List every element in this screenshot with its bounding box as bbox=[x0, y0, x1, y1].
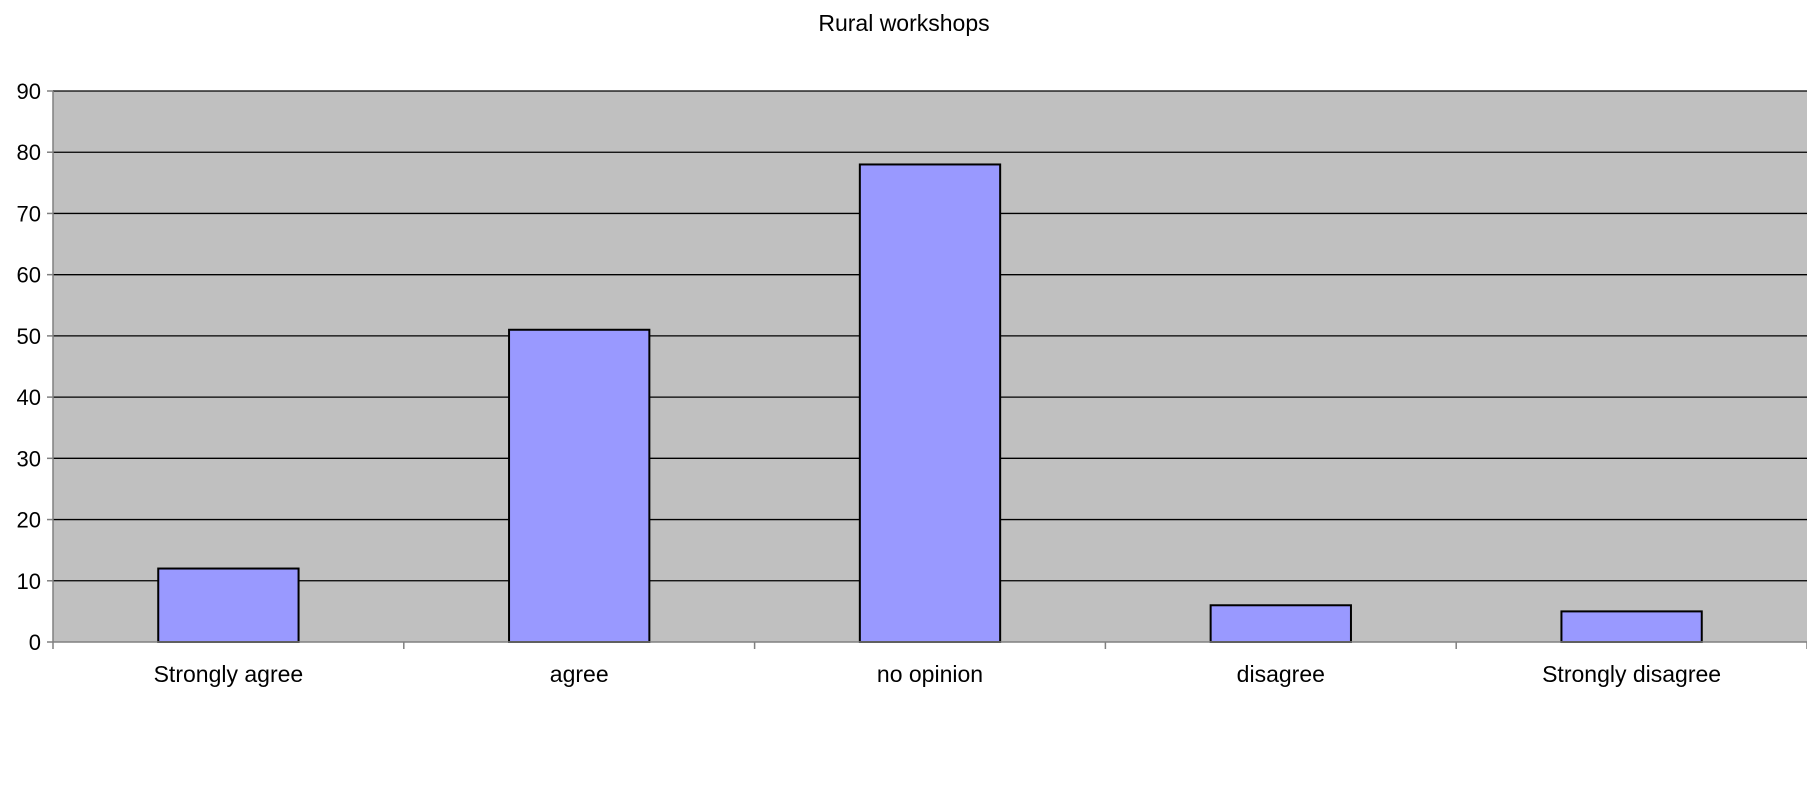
x-category-label: agree bbox=[550, 661, 609, 687]
y-tick-label: 50 bbox=[17, 324, 41, 349]
x-category-label: disagree bbox=[1237, 661, 1325, 687]
axes bbox=[47, 90, 1807, 649]
y-tick-label: 10 bbox=[17, 569, 41, 594]
chart-title: Rural workshops bbox=[818, 10, 989, 36]
y-tick-label: 40 bbox=[17, 385, 41, 410]
y-tick-label: 80 bbox=[17, 140, 41, 165]
bar-strongly-agree bbox=[157, 567, 300, 643]
y-tick-label: 20 bbox=[17, 508, 41, 533]
y-tick-label: 70 bbox=[17, 201, 41, 226]
axis-labels: 0 10 20 30 40 50 60 70 80 90 Strongly agree agree no… bbox=[17, 79, 1722, 687]
x-category-label: Strongly agree bbox=[154, 661, 304, 687]
y-tick-label: 60 bbox=[17, 263, 41, 288]
y-tick-label: 30 bbox=[17, 446, 41, 471]
bars bbox=[157, 163, 1703, 644]
y-tick-label: 90 bbox=[17, 79, 41, 104]
x-category-label: no opinion bbox=[877, 661, 983, 687]
x-category-label: Strongly disagree bbox=[1542, 661, 1721, 687]
bar-strongly-disagree bbox=[1560, 610, 1703, 644]
bar-disagree bbox=[1209, 604, 1352, 643]
bar-no-opinion bbox=[858, 163, 1002, 643]
y-tick-label: 0 bbox=[29, 630, 41, 655]
bar-agree bbox=[508, 328, 651, 643]
